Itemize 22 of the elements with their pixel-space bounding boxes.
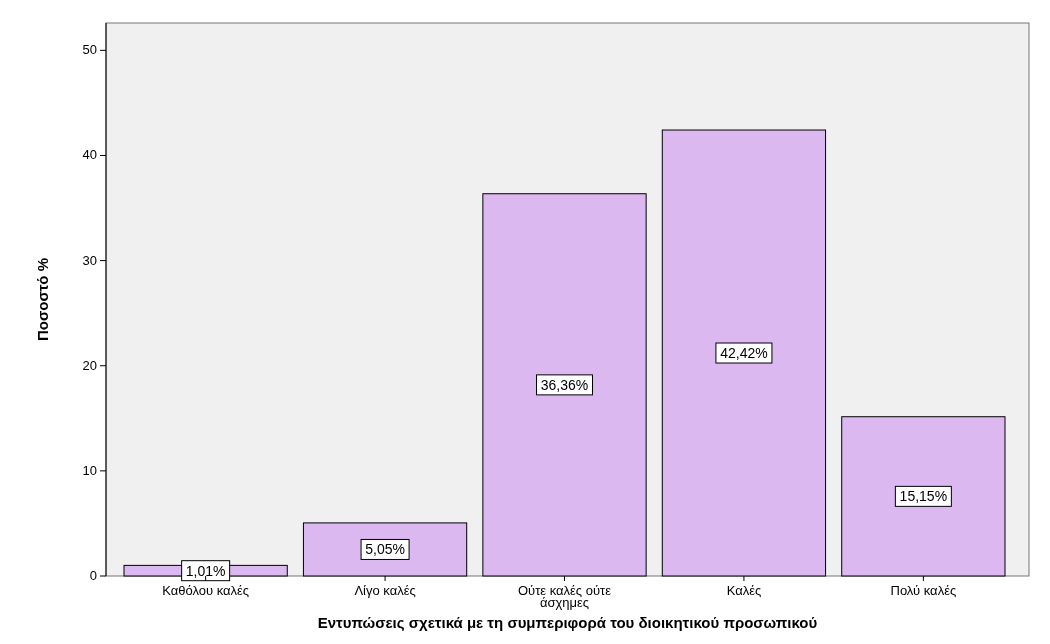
- data-label: 1,01%: [185, 562, 226, 579]
- y-tick-label: 20: [82, 357, 97, 373]
- bar: [841, 416, 1006, 577]
- x-tick-label: Πολύ καλές: [890, 583, 957, 598]
- x-tick-label: Καλές: [726, 583, 762, 598]
- y-tick-label: 40: [82, 147, 97, 163]
- bar: [482, 193, 647, 577]
- data-label: 15,15%: [899, 488, 948, 505]
- y-tick-label: 0: [89, 568, 97, 583]
- x-tick-label: Ούτε καλές ούτε άσχημες: [517, 583, 612, 610]
- data-label: 36,36%: [540, 376, 589, 393]
- x-tick-label: Λίγο καλές: [354, 583, 416, 598]
- y-axis-title: Ποσοστό %: [34, 257, 51, 342]
- y-tick-label: 30: [82, 252, 97, 268]
- data-label: 42,42%: [720, 345, 768, 362]
- y-tick-label: 10: [82, 462, 97, 478]
- bar: [661, 129, 827, 577]
- bar: [302, 522, 468, 577]
- data-label: 5,05%: [365, 541, 405, 558]
- x-axis-title: Εντυπώσεις σχετικά με τη συμπεριφορά του διοικητικού προσωπικού: [317, 614, 818, 631]
- y-tick-label: 50: [82, 42, 97, 58]
- x-tick-label: Καθόλου καλές: [162, 583, 250, 598]
